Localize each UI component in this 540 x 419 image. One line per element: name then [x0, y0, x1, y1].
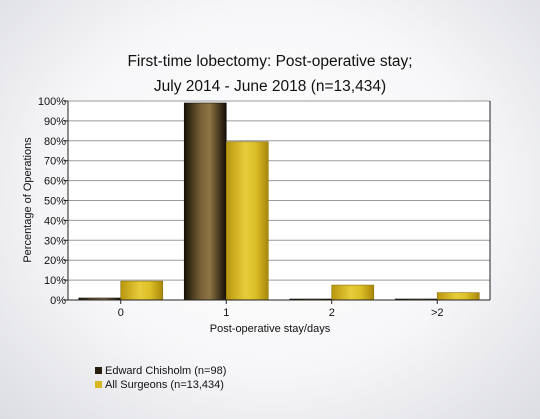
- legend: Edward Chisholm (n=98) All Surgeons (n=1…: [95, 365, 226, 391]
- legend-label-series-2: All Surgeons (n=13,434): [105, 379, 224, 391]
- chart-title-line-1: First-time lobectomy: Post-operative sta…: [127, 53, 412, 70]
- bar-series-1-1: [183, 102, 227, 301]
- x-tick-label: >2: [431, 307, 444, 319]
- grid-lines: [68, 100, 490, 281]
- x-axis-label: Post-operative stay/days: [210, 323, 331, 335]
- y-tick-label: 90%: [44, 116, 66, 128]
- bars: [78, 102, 480, 301]
- x-tick-label: 2: [329, 307, 335, 319]
- y-axis-ticks: 0% 10% 20% 30% 40% 50% 60% 70% 80% 90% 100%: [38, 96, 68, 307]
- y-tick-label: 100%: [38, 96, 66, 108]
- legend-swatch-series-2: [95, 381, 102, 388]
- x-axis-ticks: 0 1 2 >2: [118, 300, 444, 319]
- y-tick-label: 70%: [44, 156, 66, 168]
- x-tick-label: 0: [118, 307, 124, 319]
- y-tick-label: 20%: [44, 255, 66, 267]
- bar-series-2-2: [331, 284, 375, 301]
- y-tick-label: 10%: [44, 275, 66, 287]
- y-tick-label: 0%: [50, 295, 66, 307]
- bar-series-2-0: [120, 280, 164, 301]
- bar-series-2-3: [436, 292, 480, 301]
- legend-swatch-series-1: [95, 367, 102, 374]
- x-tick-label: 1: [223, 307, 229, 319]
- y-tick-label: 80%: [44, 136, 66, 148]
- y-tick-label: 30%: [44, 235, 66, 247]
- y-tick-label: 60%: [44, 176, 66, 188]
- chart-title-line-2: July 2014 - June 2018 (n=13,434): [154, 78, 386, 95]
- chart-title: First-time lobectomy: Post-operative sta…: [127, 53, 412, 95]
- legend-label-series-1: Edward Chisholm (n=98): [105, 365, 226, 377]
- y-tick-label: 40%: [44, 215, 66, 227]
- bar-series-2-1: [225, 141, 269, 301]
- y-tick-label: 50%: [44, 196, 66, 208]
- y-axis-label: Percentage of Operations: [22, 137, 34, 263]
